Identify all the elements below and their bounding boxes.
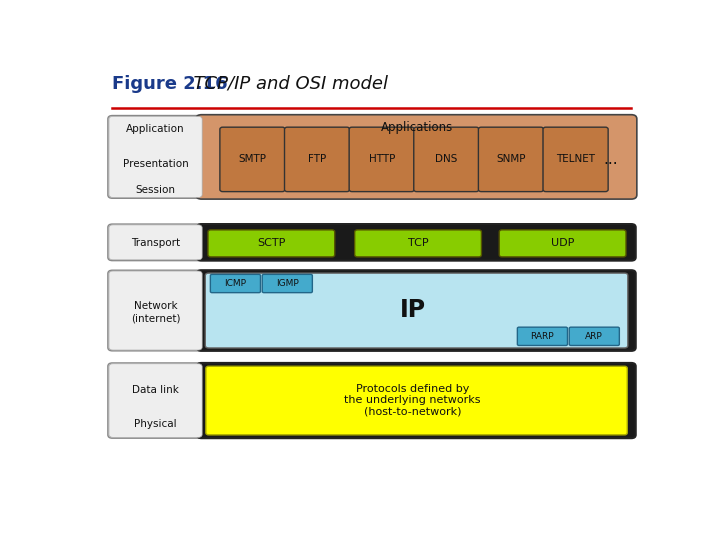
FancyBboxPatch shape [208,230,335,257]
Text: SNMP: SNMP [496,154,526,164]
FancyBboxPatch shape [108,224,203,261]
Text: SMTP: SMTP [238,154,266,164]
FancyBboxPatch shape [499,230,626,257]
Text: Application: Application [126,124,185,134]
FancyBboxPatch shape [108,270,203,351]
FancyBboxPatch shape [205,273,628,348]
FancyBboxPatch shape [220,127,285,192]
Text: Protocols defined by
the underlying networks
(host-to-network): Protocols defined by the underlying netw… [344,384,481,417]
FancyBboxPatch shape [109,116,202,198]
Text: FTP: FTP [308,154,326,164]
Text: RARP: RARP [531,332,554,341]
FancyBboxPatch shape [349,127,414,192]
Text: Physical: Physical [134,418,177,429]
FancyBboxPatch shape [518,327,567,346]
Text: TCP/IP and OSI model: TCP/IP and OSI model [182,75,388,92]
FancyBboxPatch shape [197,363,636,438]
Text: TCP: TCP [408,238,428,248]
Text: UDP: UDP [551,238,575,248]
Text: DNS: DNS [435,154,457,164]
FancyBboxPatch shape [262,274,312,293]
Text: Presentation: Presentation [122,159,189,169]
Text: IGMP: IGMP [276,279,299,288]
FancyBboxPatch shape [543,127,608,192]
Text: Figure 2.16: Figure 2.16 [112,75,228,92]
Text: ICMP: ICMP [225,279,246,288]
FancyBboxPatch shape [109,225,202,260]
FancyBboxPatch shape [284,127,350,192]
Text: Network
(internet): Network (internet) [131,301,180,323]
FancyBboxPatch shape [206,366,627,435]
Text: Transport: Transport [131,238,180,248]
Text: HTTP: HTTP [369,154,395,164]
Text: Data link: Data link [132,385,179,395]
FancyBboxPatch shape [414,127,479,192]
FancyBboxPatch shape [197,270,636,351]
FancyBboxPatch shape [109,364,202,437]
Text: TELNET: TELNET [556,154,595,164]
FancyBboxPatch shape [109,271,202,350]
FancyBboxPatch shape [196,114,637,199]
FancyBboxPatch shape [570,327,619,346]
Text: SCTP: SCTP [257,238,286,248]
Text: Session: Session [135,185,176,194]
FancyBboxPatch shape [478,127,544,192]
FancyBboxPatch shape [197,224,636,261]
FancyBboxPatch shape [108,363,203,438]
FancyBboxPatch shape [355,230,482,257]
Text: ARP: ARP [585,332,603,341]
Text: Applications: Applications [381,120,453,134]
Text: IP: IP [400,298,426,322]
FancyBboxPatch shape [108,116,203,198]
FancyBboxPatch shape [210,274,261,293]
Text: ...: ... [603,152,618,167]
